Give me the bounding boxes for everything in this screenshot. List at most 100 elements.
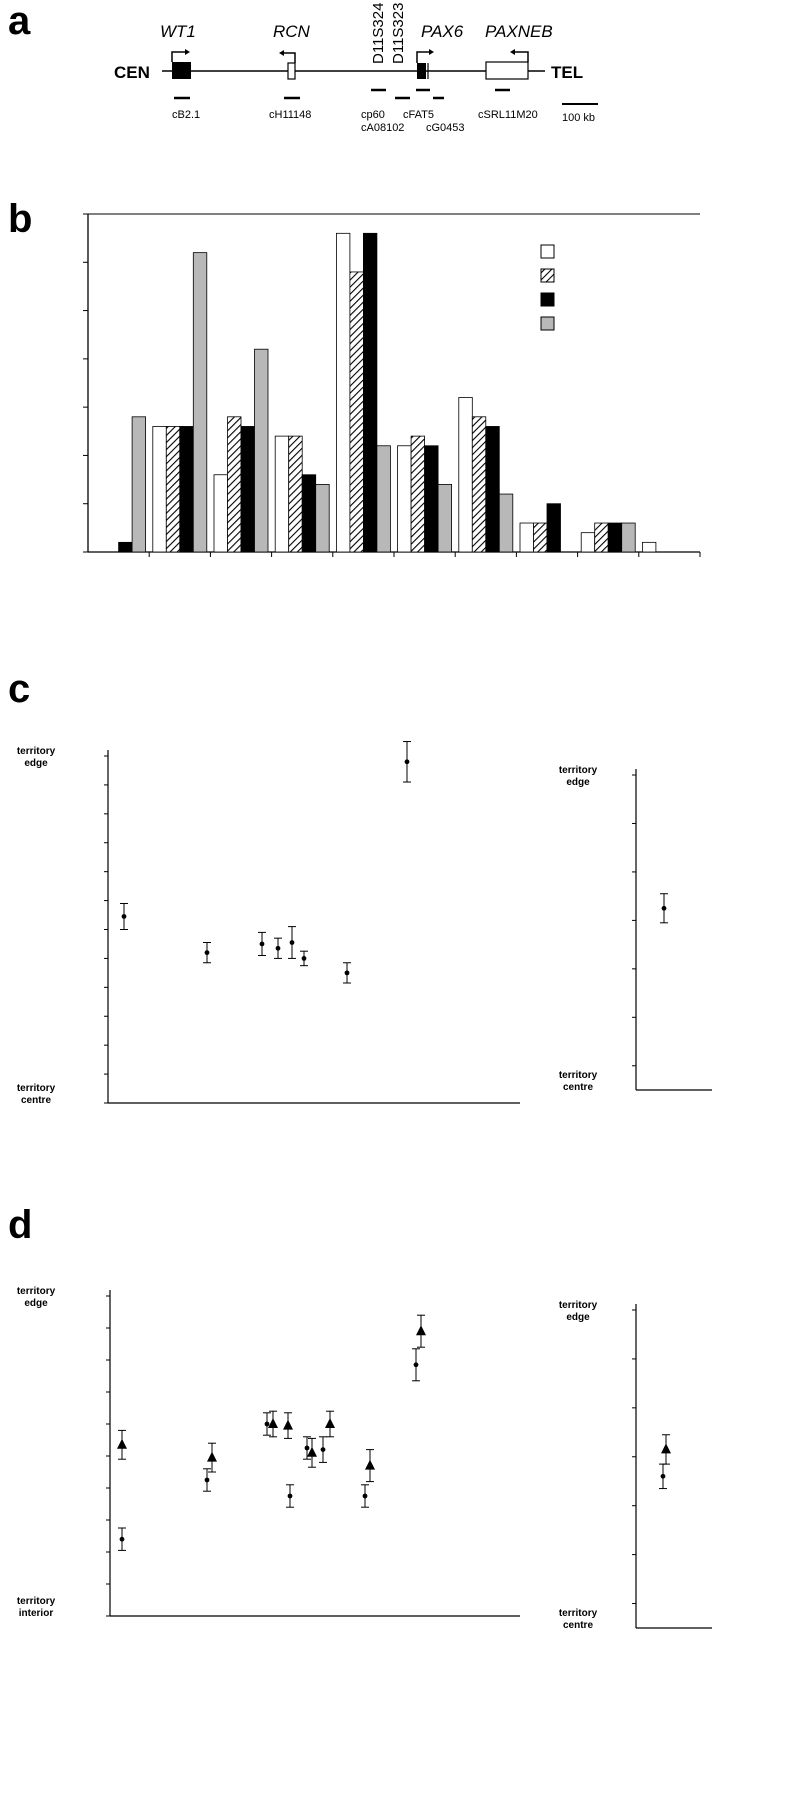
cen-label: CEN xyxy=(114,63,150,82)
triangle-point-paxneb-3 xyxy=(325,1418,335,1428)
wt1-direction-arrow xyxy=(171,51,186,62)
circle-point-wt1 xyxy=(121,914,127,919)
bar-pax6-6 xyxy=(424,445,439,553)
rcn-arrowhead xyxy=(279,50,284,56)
bar-pax6-9 xyxy=(607,522,623,553)
gene-label-pax6: PAX6 xyxy=(421,22,464,41)
circle-point-wt1 xyxy=(119,1536,125,1542)
triangle-point-d11s323 xyxy=(283,1419,293,1430)
bar-d11s324-3 xyxy=(227,416,242,553)
bar-rcn-7 xyxy=(458,397,473,553)
legend-swatch-rcn xyxy=(540,244,555,259)
circle-point-d11s12 xyxy=(413,1362,419,1368)
gene-label-wt1: WT1 xyxy=(160,22,196,41)
clone-label-ca08102: cA08102 xyxy=(361,122,404,134)
y-end-label-bottom: centre xyxy=(563,1620,593,1631)
bar-d11s324-7 xyxy=(471,416,487,553)
bar-d11s324-8 xyxy=(533,522,548,553)
triangle-point-d11s12 xyxy=(416,1325,426,1336)
circle-point-d11s323 xyxy=(287,1493,293,1499)
triangle-point-wt1 xyxy=(661,1443,671,1454)
bar-d11s324-4 xyxy=(288,435,303,553)
clone-label-ch11148: cH11148 xyxy=(269,109,311,121)
bar-pax6-5 xyxy=(362,232,378,553)
bar-rcn-8 xyxy=(519,522,534,553)
panel-b: b xyxy=(8,197,701,557)
paxneb-direction-arrow xyxy=(514,51,529,62)
circle-point-pax6 xyxy=(289,940,295,945)
circle-point-rcn xyxy=(204,950,210,956)
pax6-direction-arrow xyxy=(416,51,430,63)
y-end-label-top: edge xyxy=(24,758,48,769)
clone-label-cp60: cp60 xyxy=(361,109,385,121)
tel-label: TEL xyxy=(551,63,583,82)
circle-point-rcn xyxy=(204,1477,210,1483)
gene-label-paxneb: PAXNEB xyxy=(485,22,553,41)
y-end-label-top: territory xyxy=(559,1300,598,1311)
panel-label-c: c xyxy=(8,667,30,711)
circle-point-pax6 xyxy=(304,1445,310,1451)
panel-a: a CEN TEL WT1 RCN PAX6 PAXNEB D11S324 D1… xyxy=(8,0,598,134)
wt1-gene-box xyxy=(172,62,191,79)
triangle-point-rcn xyxy=(207,1451,217,1462)
panel-label-d: d xyxy=(8,1203,32,1247)
triangle-point-d11s324 xyxy=(268,1418,278,1428)
bar-d11s324-5 xyxy=(349,271,364,553)
bar-rcn-2 xyxy=(152,426,167,553)
bar-pax6-1 xyxy=(118,541,133,553)
circle-point-wt1 xyxy=(660,1473,666,1479)
bar-pax6-2 xyxy=(179,426,194,553)
clone-label-csrl11m20: cSRL11M20 xyxy=(478,109,538,121)
circle-point-paxneb-5 xyxy=(362,1493,368,1499)
y-end-label-top: edge xyxy=(566,1312,590,1323)
bar-rcn-4 xyxy=(274,435,290,553)
circle-point-paxneb-3 xyxy=(320,1447,326,1452)
circle-point-point-7 xyxy=(344,970,350,976)
triangle-point-wt1 xyxy=(117,1438,127,1449)
bar-d11s12-2 xyxy=(192,252,208,553)
bar-d11s12-5 xyxy=(376,445,391,553)
panel-label-b: b xyxy=(8,197,32,241)
triangle-point-pax6 xyxy=(307,1446,317,1457)
triangle-point-paxneb-5 xyxy=(365,1459,375,1470)
bar-d11s12-1 xyxy=(131,416,147,553)
rcn-direction-arrow xyxy=(283,52,296,63)
paxneb-gene-box xyxy=(485,61,529,80)
paxneb-arrowhead xyxy=(510,49,515,55)
bar-pax6-3 xyxy=(240,426,255,553)
y-end-label-bottom: centre xyxy=(563,1082,593,1093)
bar-d11s12-9 xyxy=(621,522,636,553)
circle-point-wt1 xyxy=(661,905,667,911)
circle-point-d11s324 xyxy=(264,1421,270,1427)
y-end-label-top: territory xyxy=(17,746,56,757)
bar-pax6-8 xyxy=(546,503,561,553)
bar-d11s12-7 xyxy=(498,493,514,553)
gene-label-rcn: RCN xyxy=(273,22,311,41)
circle-point-d11s12 xyxy=(404,759,410,765)
circle-point-point-6 xyxy=(301,956,307,961)
clone-label-cb21: cB2.1 xyxy=(172,109,200,121)
marker-label-d11s323: D11S323 xyxy=(390,3,407,64)
bar-d11s12-6 xyxy=(437,483,453,553)
y-end-label-top: territory xyxy=(17,1286,56,1297)
bar-rcn-10 xyxy=(642,541,657,553)
y-end-label-bottom: territory xyxy=(17,1596,56,1607)
pax6-arrowhead xyxy=(429,49,434,55)
bar-d11s12-3 xyxy=(254,348,269,553)
rcn-gene-box xyxy=(287,62,296,80)
panel-label-a: a xyxy=(8,0,31,43)
bar-pax6-7 xyxy=(485,426,500,553)
y-end-label-top: edge xyxy=(24,1298,48,1309)
bar-rcn-5 xyxy=(335,232,351,553)
legend-swatch-pax6 xyxy=(540,292,555,307)
bar-d11s324-6 xyxy=(410,435,426,553)
bar-chart xyxy=(83,213,701,557)
legend-swatch-d11s12 xyxy=(540,316,555,331)
bar-d11s324-9 xyxy=(594,522,609,553)
y-end-label-bottom: centre xyxy=(21,1095,51,1106)
legend-swatch-d11s324 xyxy=(540,268,555,283)
